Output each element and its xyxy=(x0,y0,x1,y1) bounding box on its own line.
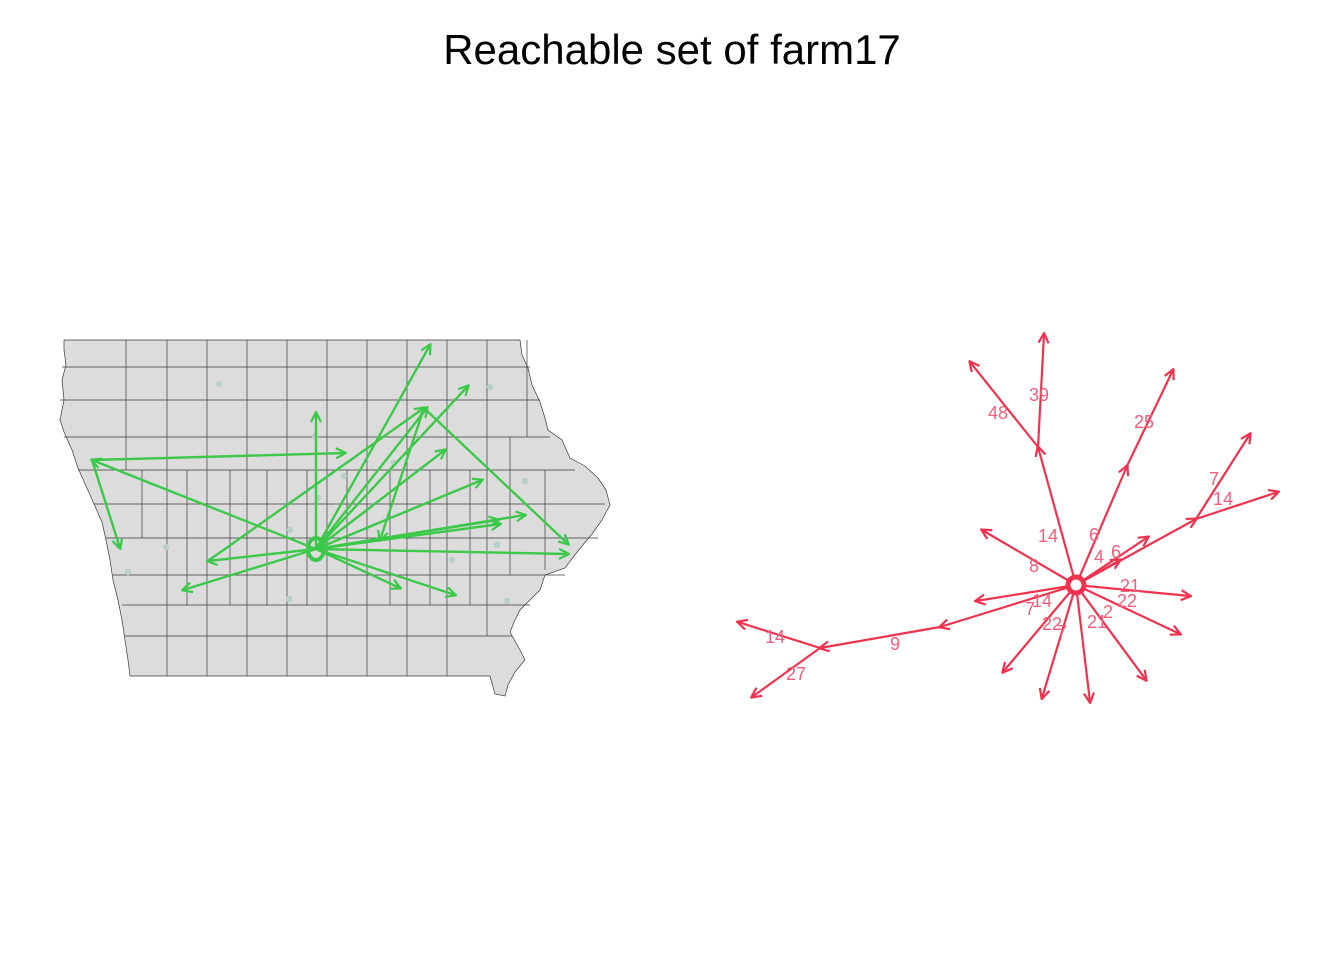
map-arrow-1 xyxy=(314,345,430,550)
map-reachability-arrows xyxy=(92,345,568,595)
chart-title: Reachable set of farm17 xyxy=(443,26,901,73)
edge-label: 6 xyxy=(1089,525,1099,545)
network-edge-19 xyxy=(1074,584,1090,702)
edge-label: 7 xyxy=(1057,622,1067,642)
network-edge-4 xyxy=(1126,370,1173,467)
network-edge-14 xyxy=(738,622,821,650)
map-arrow-19 xyxy=(380,407,426,540)
network-edge-12 xyxy=(940,583,1077,627)
iowa-state-outline xyxy=(59,339,611,697)
network-edge-18 xyxy=(1075,584,1146,680)
edge-label: 7 xyxy=(1209,469,1219,489)
map-arrow-9 xyxy=(315,547,568,554)
edge-label: 27 xyxy=(786,664,806,684)
map-arrow-13 xyxy=(183,547,317,590)
map-arrow-18 xyxy=(423,407,568,544)
map-arrow-3 xyxy=(315,408,427,550)
edge-label: 21 xyxy=(1120,576,1140,596)
origin-farm-marker xyxy=(306,536,326,562)
map-arrow-15 xyxy=(91,453,345,462)
network-edge-6 xyxy=(1195,434,1250,520)
edge-label: 22 xyxy=(1117,591,1137,611)
map-arrow-2 xyxy=(315,386,468,550)
edge-label: 4 xyxy=(1094,547,1104,567)
map-arrow-16 xyxy=(90,459,120,548)
map-arrow-11 xyxy=(315,547,400,588)
edge-label: 48 xyxy=(988,403,1008,423)
edge-label: 22 xyxy=(1042,614,1062,634)
network-edge-0 xyxy=(1038,447,1078,586)
network-edge-15 xyxy=(752,647,821,697)
edge-label: 7 xyxy=(1025,599,1035,619)
network-edge-17 xyxy=(1075,584,1180,634)
network-edge-20 xyxy=(1042,584,1078,698)
network-edge-9 xyxy=(1075,537,1148,586)
edge-label: 14 xyxy=(1038,526,1058,546)
network-edge-21 xyxy=(1003,584,1077,672)
reachability-network xyxy=(738,334,1278,702)
map-arrow-4 xyxy=(315,450,445,550)
network-edge-1 xyxy=(1036,334,1044,448)
map-arrow-17 xyxy=(207,408,424,562)
edge-label: 8 xyxy=(1029,556,1039,576)
edge-label: 14 xyxy=(1213,489,1233,509)
network-edge-3 xyxy=(1074,466,1127,586)
network-edge-7 xyxy=(1195,492,1278,521)
network-edge-16 xyxy=(1075,583,1190,596)
network-edge-2 xyxy=(970,362,1039,448)
edge-label: 39 xyxy=(1029,385,1049,405)
edge-label: 14 xyxy=(765,627,785,647)
county-borders xyxy=(60,340,605,676)
map-arrow-14 xyxy=(92,460,317,551)
map-arrow-10 xyxy=(315,547,455,595)
edge-label: 14 xyxy=(1032,591,1052,611)
edge-label: 6 xyxy=(1111,542,1121,562)
map-arrow-8 xyxy=(315,524,500,551)
edge-label: 2 xyxy=(1103,602,1113,622)
edge-label: 9 xyxy=(890,634,900,654)
network-hub-node xyxy=(1065,574,1087,596)
network-edge-13 xyxy=(820,625,941,648)
network-edge-11 xyxy=(976,583,1077,601)
network-edge-10 xyxy=(982,530,1077,586)
map-arrow-5 xyxy=(315,480,482,551)
edge-label: 21 xyxy=(1087,612,1107,632)
map-arrow-12 xyxy=(208,547,317,561)
edge-label: 25 xyxy=(1134,412,1154,432)
iowa-county-map xyxy=(59,339,611,697)
